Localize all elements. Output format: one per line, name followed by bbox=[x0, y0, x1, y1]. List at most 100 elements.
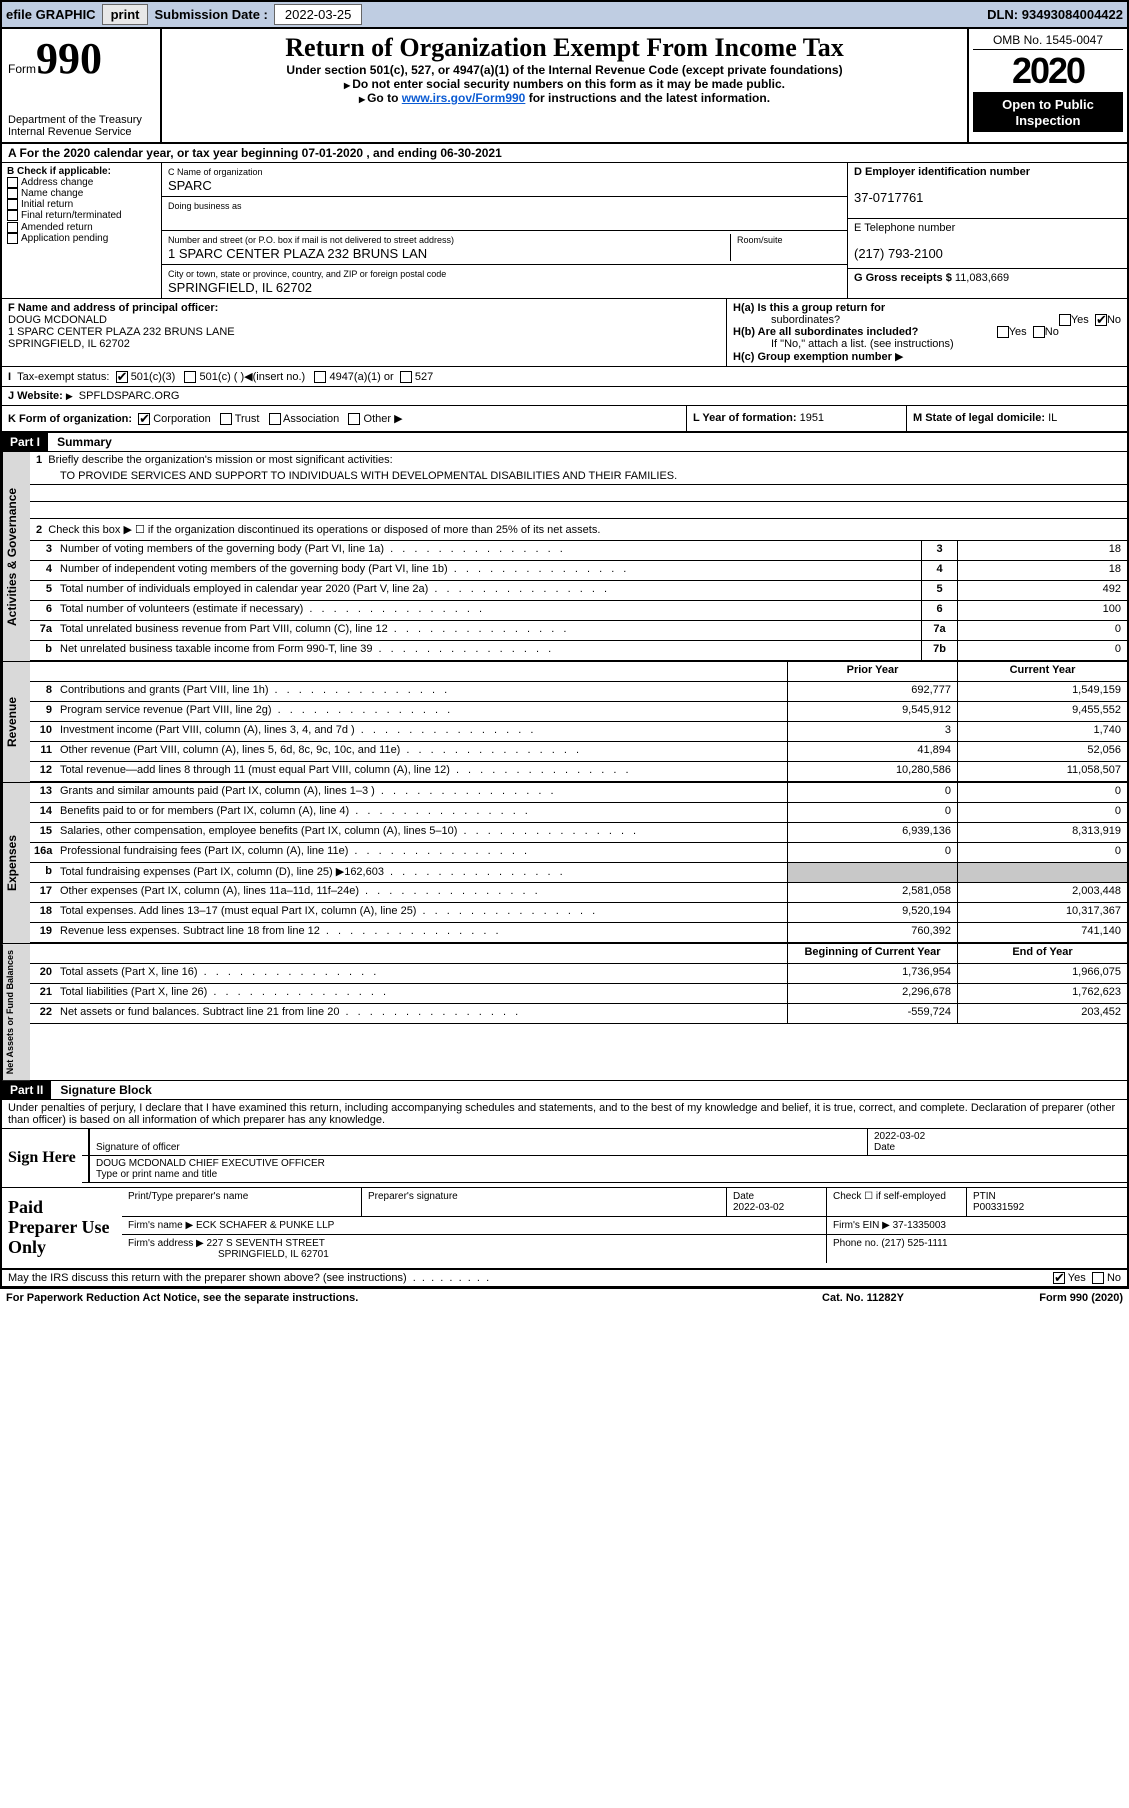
col-m-state: M State of legal domicile: IL bbox=[907, 406, 1127, 431]
prep-selfemp: Check ☐ if self-employed bbox=[827, 1188, 967, 1216]
ha-no[interactable] bbox=[1095, 314, 1107, 326]
form-header: Form990 Department of the Treasury Inter… bbox=[2, 29, 1127, 144]
line2-text: 2 Check this box ▶ ☐ if the organization… bbox=[30, 519, 1127, 541]
chk-assoc[interactable] bbox=[269, 413, 281, 425]
chk-amended[interactable] bbox=[7, 222, 18, 233]
col-b-checkboxes: B Check if applicable: Address change Na… bbox=[2, 163, 162, 298]
sum-line-10: 10 Investment income (Part VIII, column … bbox=[30, 722, 1127, 742]
firm-phone: Phone no. (217) 525-1111 bbox=[827, 1235, 1127, 1263]
irs-label: Internal Revenue Service bbox=[8, 126, 154, 138]
chk-other[interactable] bbox=[348, 413, 360, 425]
sum-line-11: 11 Other revenue (Part VIII, column (A),… bbox=[30, 742, 1127, 762]
ha-yes[interactable] bbox=[1059, 314, 1071, 326]
prep-date: Date2022-03-02 bbox=[727, 1188, 827, 1216]
summary-governance: Activities & Governance 1 Briefly descri… bbox=[2, 452, 1127, 661]
hb-yes[interactable] bbox=[997, 326, 1009, 338]
chk-501c[interactable] bbox=[184, 371, 196, 383]
section-fh: F Name and address of principal officer:… bbox=[2, 299, 1127, 367]
signature-cell[interactable]: Signature of officer bbox=[90, 1129, 867, 1155]
prep-row-1: Print/Type preparer's name Preparer's si… bbox=[122, 1188, 1127, 1217]
chk-527[interactable] bbox=[400, 371, 412, 383]
sum-line-12: 12 Total revenue—add lines 8 through 11 … bbox=[30, 762, 1127, 782]
row-i-tax-exempt: I Tax-exempt status: 501(c)(3) 501(c) ( … bbox=[2, 367, 1127, 387]
sum-line-9: 9 Program service revenue (Part VIII, li… bbox=[30, 702, 1127, 722]
part2-header: Part II Signature Block bbox=[2, 1081, 1127, 1100]
submission-date: 2022-03-25 bbox=[274, 4, 363, 25]
sum-line-13: 13 Grants and similar amounts paid (Part… bbox=[30, 783, 1127, 803]
sign-here-label: Sign Here bbox=[2, 1129, 82, 1187]
org-name-cell: C Name of organization SPARC bbox=[162, 163, 847, 197]
sig-row-2: DOUG MCDONALD CHIEF EXECUTIVE OFFICERTyp… bbox=[82, 1156, 1127, 1183]
preparer-title: Paid Preparer Use Only bbox=[2, 1188, 122, 1267]
rev-col-header: Prior Year Current Year bbox=[30, 662, 1127, 682]
chk-pending[interactable] bbox=[7, 233, 18, 244]
sum-line-4: 4 Number of independent voting members o… bbox=[30, 561, 1127, 581]
chk-name[interactable] bbox=[7, 188, 18, 199]
sig-row-1: Signature of officer 2022-03-02Date bbox=[82, 1129, 1127, 1156]
hb-no[interactable] bbox=[1033, 326, 1045, 338]
prep-sig[interactable]: Preparer's signature bbox=[362, 1188, 727, 1216]
chk-address[interactable] bbox=[7, 177, 18, 188]
dln-label: DLN: 93493084004422 bbox=[987, 7, 1123, 22]
city-cell: City or town, state or province, country… bbox=[162, 265, 847, 298]
section-bcd: B Check if applicable: Address change Na… bbox=[2, 163, 1127, 299]
form-number-block: Form990 bbox=[8, 33, 154, 84]
print-button[interactable]: print bbox=[102, 4, 149, 25]
officer-name: DOUG MCDONALD CHIEF EXECUTIVE OFFICERTyp… bbox=[90, 1156, 1127, 1182]
form-body: Form990 Department of the Treasury Inter… bbox=[0, 29, 1129, 1289]
footer-discuss: May the IRS discuss this return with the… bbox=[2, 1270, 1127, 1287]
discuss-no[interactable] bbox=[1092, 1272, 1104, 1284]
sum-line-15: 15 Salaries, other compensation, employe… bbox=[30, 823, 1127, 843]
top-bar: efile GRAPHIC print Submission Date : 20… bbox=[0, 0, 1129, 29]
chk-final[interactable] bbox=[7, 210, 18, 221]
col-d-info: D Employer identification number 37-0717… bbox=[847, 163, 1127, 298]
sidebar-exp: Expenses bbox=[2, 783, 30, 943]
address-cell: Number and street (or P.O. box if mail i… bbox=[162, 231, 847, 265]
header-left: Form990 Department of the Treasury Inter… bbox=[2, 29, 162, 142]
prep-name[interactable]: Print/Type preparer's name bbox=[122, 1188, 362, 1216]
chk-4947[interactable] bbox=[314, 371, 326, 383]
sum-line-14: 14 Benefits paid to or for members (Part… bbox=[30, 803, 1127, 823]
chk-trust[interactable] bbox=[220, 413, 232, 425]
mission-text: TO PROVIDE SERVICES AND SUPPORT TO INDIV… bbox=[30, 468, 1127, 485]
chk-initial[interactable] bbox=[7, 199, 18, 210]
prep-row-3: Firm's address ▶ 227 S SEVENTH STREETSPR… bbox=[122, 1235, 1127, 1263]
row-a-period: A For the 2020 calendar year, or tax yea… bbox=[2, 144, 1127, 163]
sum-line-6: 6 Total number of volunteers (estimate i… bbox=[30, 601, 1127, 621]
sum-line-8: 8 Contributions and grants (Part VIII, l… bbox=[30, 682, 1127, 702]
sum-line-20: 20 Total assets (Part X, line 16) 1,736,… bbox=[30, 964, 1127, 984]
col-k-form-org: K Form of organization: Corporation Trus… bbox=[2, 406, 687, 431]
sum-line-3: 3 Number of voting members of the govern… bbox=[30, 541, 1127, 561]
sum-line-22: 22 Net assets or fund balances. Subtract… bbox=[30, 1004, 1127, 1024]
instructions-link[interactable]: www.irs.gov/Form990 bbox=[402, 91, 526, 105]
sum-line-19: 19 Revenue less expenses. Subtract line … bbox=[30, 923, 1127, 943]
discuss-yes[interactable] bbox=[1053, 1272, 1065, 1284]
efile-label: efile GRAPHIC bbox=[6, 7, 96, 22]
chk-corp[interactable] bbox=[138, 413, 150, 425]
sum-line-21: 21 Total liabilities (Part X, line 26) 2… bbox=[30, 984, 1127, 1004]
mission-blank2 bbox=[30, 502, 1127, 519]
firm-addr: Firm's address ▶ 227 S SEVENTH STREETSPR… bbox=[122, 1235, 827, 1263]
sum-line-16a: 16a Professional fundraising fees (Part … bbox=[30, 843, 1127, 863]
preparer-block: Paid Preparer Use Only Print/Type prepar… bbox=[2, 1187, 1127, 1269]
sig-date-cell: 2022-03-02Date bbox=[867, 1129, 1127, 1155]
part1-header: Part I Summary bbox=[2, 433, 1127, 452]
sidebar-net: Net Assets or Fund Balances bbox=[2, 944, 30, 1080]
dba-cell: Doing business as bbox=[162, 197, 847, 231]
summary-revenue: Revenue Prior Year Current Year 8 Contri… bbox=[2, 661, 1127, 782]
sum-line-7a: 7a Total unrelated business revenue from… bbox=[30, 621, 1127, 641]
instr-2: Go to www.irs.gov/Form990 for instructio… bbox=[170, 91, 959, 105]
gross-cell: G Gross receipts $ 11,083,669 bbox=[848, 269, 1127, 287]
header-right: OMB No. 1545-0047 2020 Open to PublicIns… bbox=[967, 29, 1127, 142]
firm-name: Firm's name ▶ ECK SCHAFER & PUNKE LLP bbox=[122, 1217, 827, 1234]
firm-ein: Firm's EIN ▶ 37-1335003 bbox=[827, 1217, 1127, 1234]
col-f-officer: F Name and address of principal officer:… bbox=[2, 299, 727, 366]
row-j-website: J Website: SPFLDSPARC.ORG bbox=[2, 387, 1127, 406]
summary-net: Net Assets or Fund Balances Beginning of… bbox=[2, 943, 1127, 1081]
line1-label: 1 Briefly describe the organization's mi… bbox=[30, 452, 1127, 468]
sum-line-5: 5 Total number of individuals employed i… bbox=[30, 581, 1127, 601]
prep-ptin: PTINP00331592 bbox=[967, 1188, 1127, 1216]
bottom-line: For Paperwork Reduction Act Notice, see … bbox=[0, 1289, 1129, 1307]
sum-line-b: b Net unrelated business taxable income … bbox=[30, 641, 1127, 661]
chk-501c3[interactable] bbox=[116, 371, 128, 383]
